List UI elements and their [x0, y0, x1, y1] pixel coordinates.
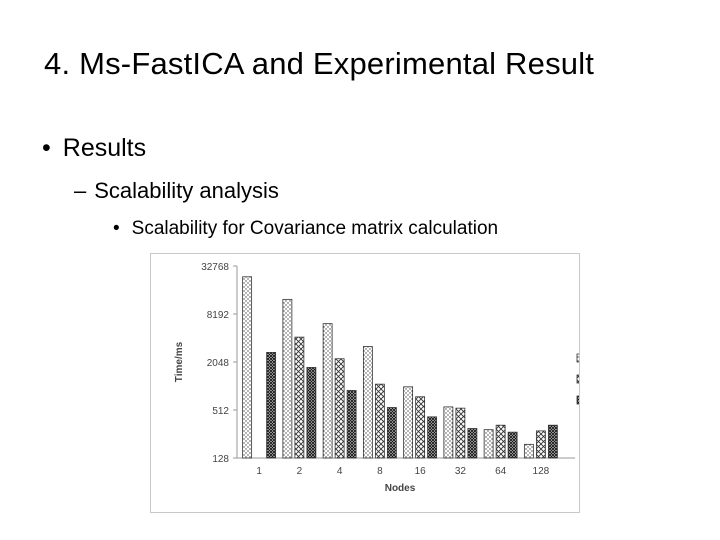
y-tick-label: 8192	[207, 310, 230, 321]
bar-3mic	[507, 431, 518, 459]
bar-chart: 128 512 2048 8192 32768 Time/ms 1 2 4 8 16 32 64 128 N…	[174, 262, 579, 494]
bar-1mic	[535, 430, 546, 459]
legend-swatch-3mic	[576, 395, 579, 405]
bar-3mic	[266, 352, 277, 459]
bar-cpu	[483, 429, 494, 459]
bullet-scalability-text: Scalability analysis	[94, 178, 279, 203]
x-tick-label: 64	[495, 466, 507, 477]
bar-3mic	[467, 428, 478, 459]
bar-cpu	[362, 346, 373, 459]
bar-cpu	[282, 298, 293, 459]
bar-1mic	[415, 396, 426, 459]
y-tick-label: 512	[212, 406, 229, 417]
y-tick-label: 32768	[201, 262, 229, 273]
bullet-mark: •	[113, 218, 120, 239]
dash-mark: –	[74, 178, 87, 203]
bar-1mic	[495, 424, 506, 459]
bar-cpu	[322, 323, 333, 459]
bar-3mic	[346, 390, 357, 459]
x-tick-label: 8	[377, 466, 383, 477]
x-tick-label: 32	[455, 466, 467, 477]
y-axis-label: Time/ms	[174, 341, 185, 382]
bar-1mic	[374, 383, 385, 459]
x-tick-label: 4	[337, 466, 343, 477]
bar-1mic	[455, 407, 466, 459]
bar-3mic	[427, 416, 438, 459]
bar-3mic	[306, 367, 317, 459]
legend-swatch-1mic	[576, 374, 579, 384]
bar-cpu	[523, 443, 534, 459]
bar-3mic	[547, 424, 558, 459]
x-axis-label: Nodes	[385, 483, 416, 494]
bar-cpu	[443, 406, 454, 459]
y-tick-label: 2048	[207, 358, 230, 369]
bullet-scalability: – Scalability analysis	[74, 178, 279, 204]
bar-cpu	[403, 386, 414, 459]
x-tick-label: 1	[256, 466, 262, 477]
bullet-covariance: • Scalability for Covariance matrix calcu…	[113, 218, 498, 240]
bar-1mic	[294, 336, 305, 459]
y-tick-label: 128	[212, 454, 229, 465]
slide-title: 4. Ms-FastICA and Experimental Result	[44, 46, 595, 81]
bullet-mark: •	[42, 134, 51, 162]
bullet-covariance-text: Scalability for Covariance matrix calcul…	[131, 218, 499, 239]
bar-cpu	[242, 276, 253, 459]
x-tick-label: 128	[533, 466, 550, 477]
x-tick-label: 16	[415, 466, 427, 477]
bullet-results-text: Results	[62, 134, 147, 162]
chart-container: 128 512 2048 8192 32768 Time/ms 1 2 4 8 16 32 64 128 N…	[150, 253, 580, 513]
bar-1mic	[334, 358, 345, 459]
x-tick-label: 2	[297, 466, 303, 477]
bar-3mic	[386, 407, 397, 459]
legend-swatch-cpu	[576, 353, 579, 363]
bullet-results: • Results	[42, 134, 146, 163]
